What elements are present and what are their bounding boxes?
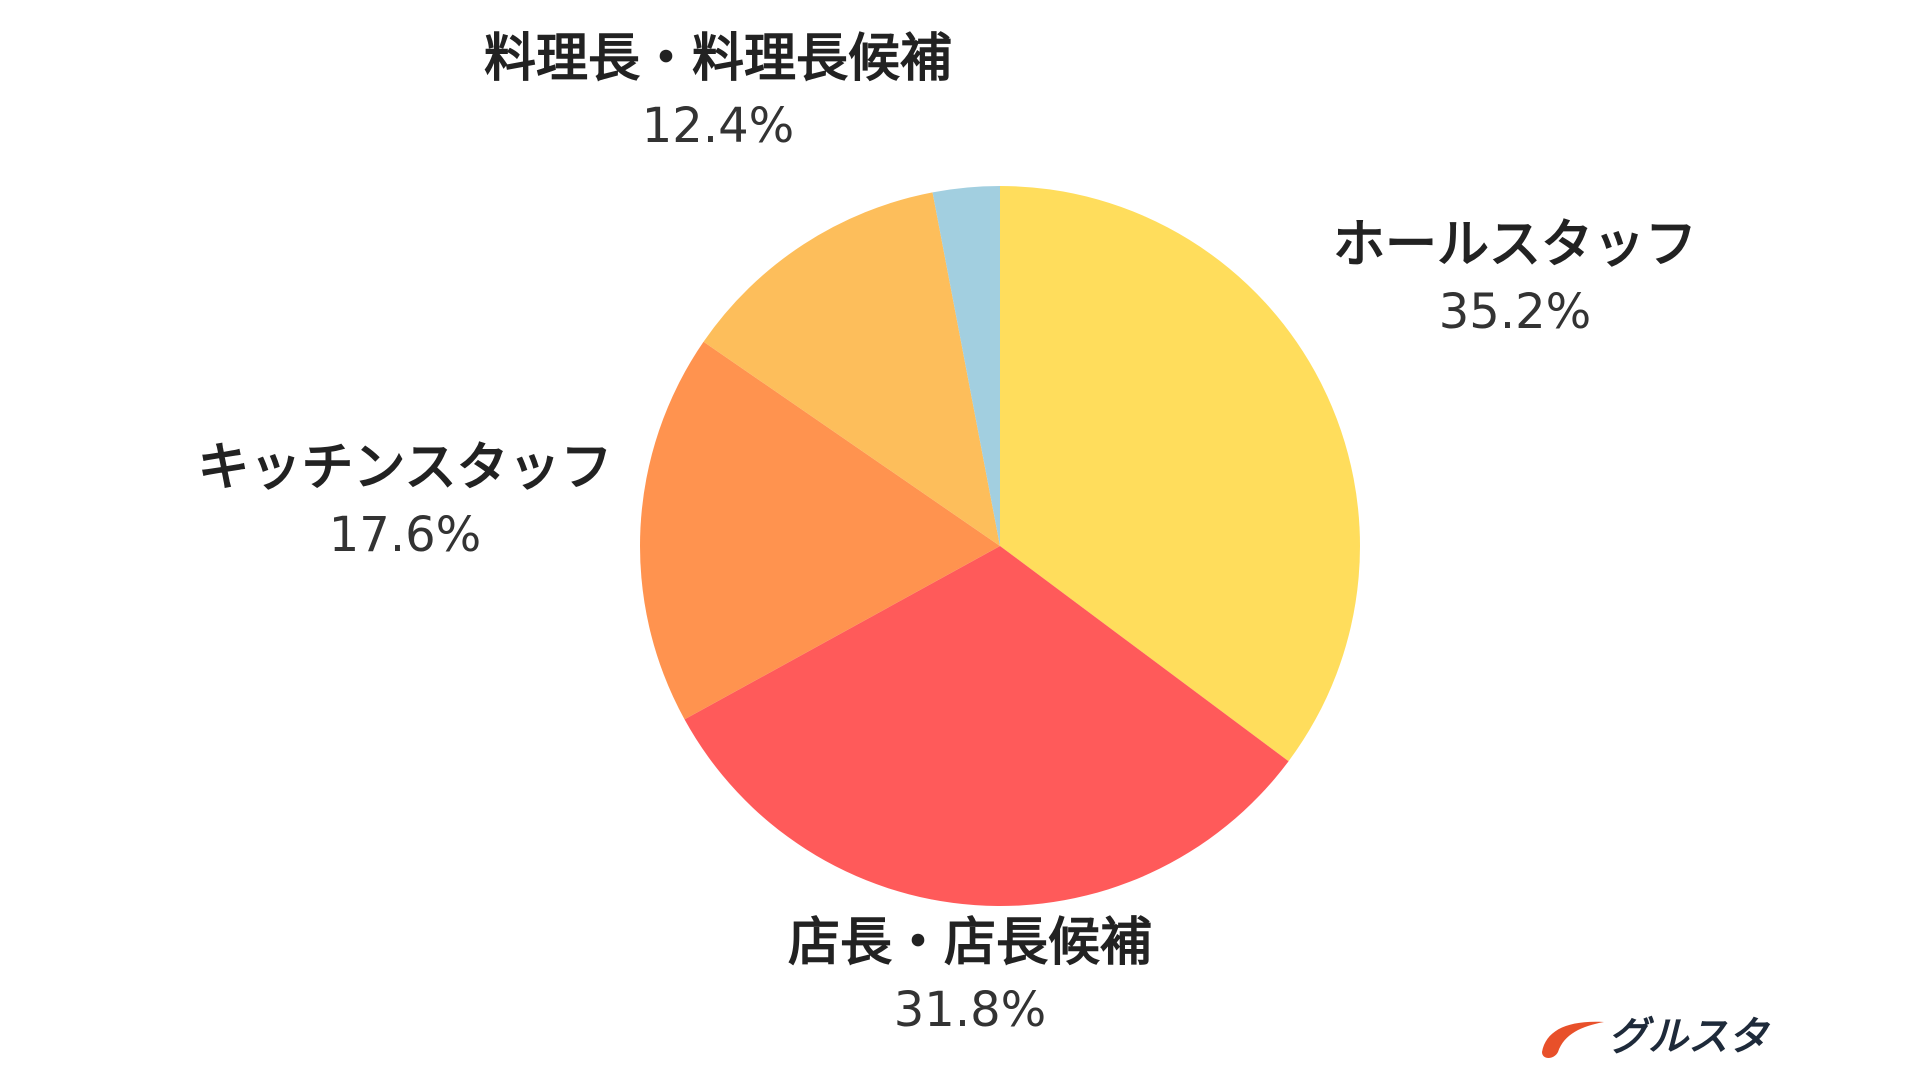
brand-logo: グルスタ xyxy=(1538,1012,1768,1062)
pie-slice-3 xyxy=(703,192,1000,546)
pie-slice-2 xyxy=(640,341,1000,720)
pie-labels: ホールスタッフ 35.2% 店長・店長候補 31.8% キッチンスタッフ 17.6% 料理長… xyxy=(198,29,1697,1038)
slice-label-2: キッチンスタッフ xyxy=(198,438,613,498)
slice-value-2: 17.6% xyxy=(329,507,481,563)
slice-label-1: 店長・店長候補 xyxy=(788,913,1152,973)
swoosh-icon xyxy=(1542,1021,1604,1058)
slice-value-1: 31.8% xyxy=(894,982,1046,1038)
slice-label-0: ホールスタッフ xyxy=(1333,215,1697,275)
slice-value-0: 35.2% xyxy=(1439,284,1591,340)
logo-text: グルスタ xyxy=(1608,1014,1768,1060)
pie-slices xyxy=(640,186,1360,906)
pie-slice-0 xyxy=(1000,186,1360,762)
pie-slice-1 xyxy=(684,546,1289,906)
slice-value-3: 12.4% xyxy=(642,98,794,154)
pie-slice-4 xyxy=(932,186,1000,546)
slice-label-3: 料理長・料理長候補 xyxy=(484,29,952,89)
